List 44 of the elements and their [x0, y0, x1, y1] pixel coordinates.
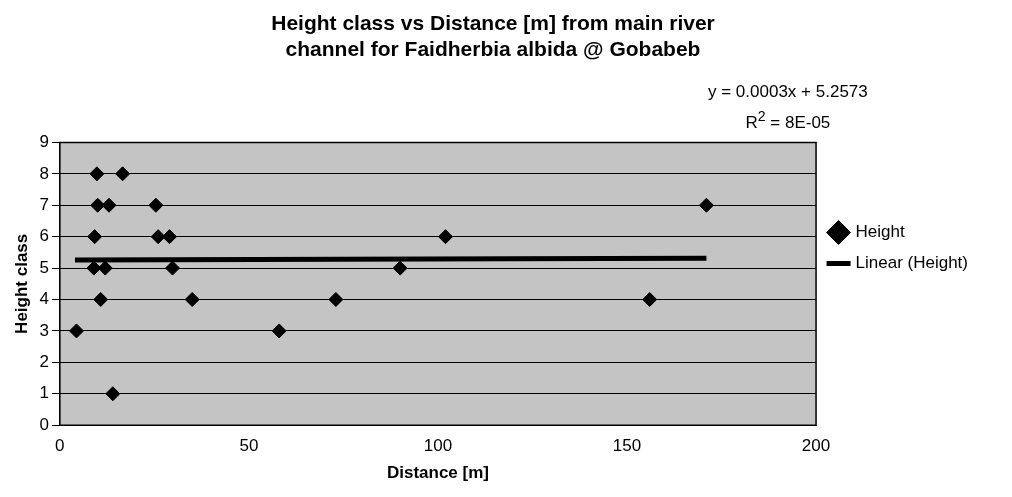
point — [165, 260, 181, 276]
y-tick-label: 0 — [39, 414, 49, 434]
point — [148, 197, 164, 213]
point — [271, 323, 287, 339]
x-axis-title: Distance [m] — [386, 463, 489, 483]
y-tick-label: 2 — [39, 352, 49, 372]
legend-label: Height — [855, 222, 905, 242]
x-tick-label: 100 — [423, 436, 453, 456]
point — [150, 229, 166, 245]
y-tick-label: 4 — [39, 289, 49, 309]
point — [328, 292, 344, 308]
y-tick-label: 5 — [39, 257, 49, 277]
y-axis-title: Height class — [11, 233, 31, 334]
point — [86, 260, 102, 276]
point — [392, 260, 408, 276]
point — [698, 197, 714, 213]
point — [105, 386, 121, 402]
text: y = 0.0003x + 5.2573 — [708, 81, 868, 103]
legend-label: Linear (Height) — [855, 253, 969, 273]
point — [115, 166, 131, 182]
point — [184, 292, 200, 308]
x-tick-label: 0 — [55, 436, 65, 456]
y-tick-label: 3 — [39, 320, 49, 340]
y-tick-label: 8 — [39, 163, 49, 183]
point — [97, 260, 113, 276]
point — [90, 197, 106, 213]
x-tick-label: 50 — [239, 436, 259, 456]
y-tick-label: 7 — [39, 194, 49, 214]
x-tick-label: 150 — [612, 436, 642, 456]
y-tick-label: 9 — [39, 132, 49, 152]
point — [89, 166, 105, 182]
x-tick-label: 200 — [801, 436, 831, 456]
text: channel for Faidherbia albida @ Gobabeb — [285, 36, 701, 60]
y-tick-label: 1 — [39, 383, 49, 403]
text: R$^{2}$ = 8E-05 — [744, 107, 832, 134]
point — [162, 229, 177, 245]
point — [93, 292, 109, 308]
y-tick-label: 6 — [39, 226, 49, 246]
point — [438, 229, 454, 245]
point — [101, 197, 117, 213]
point — [68, 323, 84, 339]
point — [87, 229, 103, 245]
point — [642, 292, 658, 308]
text: Height class vs Distance [m] from main river — [271, 11, 715, 35]
